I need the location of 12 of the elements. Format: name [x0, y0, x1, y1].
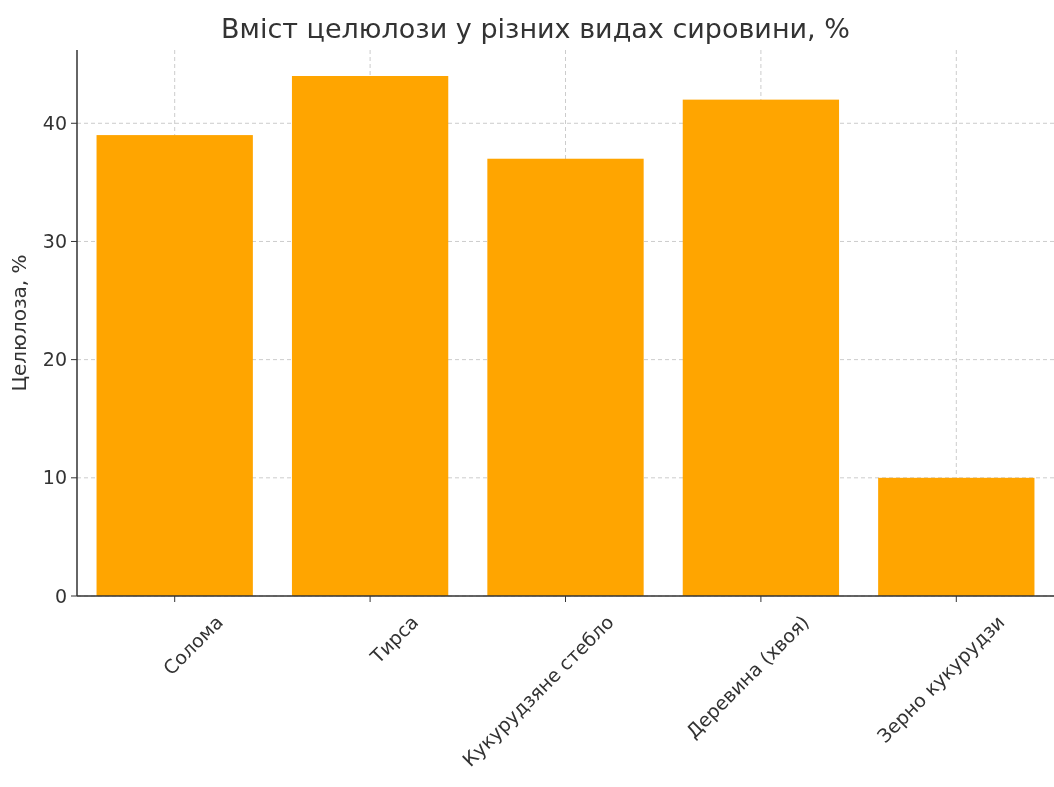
y-tick-label: 10 — [42, 466, 67, 489]
y-tick-label: 20 — [42, 348, 67, 371]
bar — [291, 76, 449, 596]
y-tick-label: 30 — [42, 230, 67, 253]
y-tick-label: 0 — [54, 584, 67, 607]
chart-title: Вміст целюлози у різних видах сировини, % — [221, 13, 850, 44]
bar — [487, 158, 644, 596]
bar — [96, 135, 253, 596]
bar — [682, 99, 840, 596]
y-tick-label: 40 — [42, 111, 67, 134]
bar — [878, 477, 1035, 596]
y-axis-title: Целюлоза, % — [7, 254, 31, 392]
